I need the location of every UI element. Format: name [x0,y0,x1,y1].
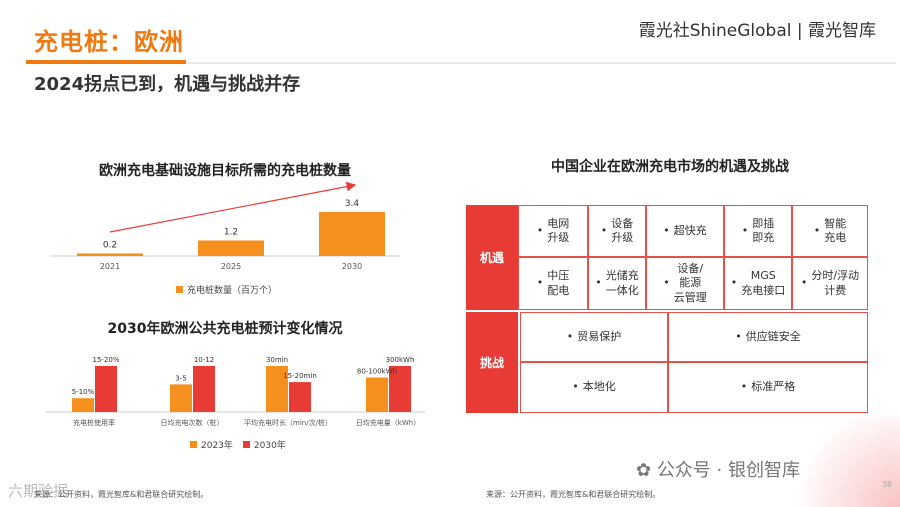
title-divider [26,62,896,64]
chart1-title: 欧洲充电基础设施目标所需的充电桩数量 [99,163,351,179]
chart2-bar-2030 [289,382,311,412]
opp-cell: • 分时/浮动 计费 [792,257,868,310]
challenge-category: 挑战 [466,312,518,413]
opp-cell: • 电网 升级 [518,205,588,257]
challenge-cell: • 本地化 [520,362,668,413]
chart2-label-2030: 300kWh [386,356,415,364]
chart1-category-label: 2025 [221,262,241,271]
chart2-label-2030: 15-20min [283,372,317,380]
chart1-bar [319,212,385,256]
opportunity-title: 中国企业在欧洲充电市场的机遇及挑战 [551,159,789,175]
chart1-bar [198,240,264,256]
chart2-bar-2030 [193,366,215,412]
opp-cell: • 中压 配电 [518,257,588,310]
opp-cell: • 光储充 一体化 [588,257,646,310]
opp-cell: • 设备/ 能源 云管理 [646,257,724,310]
chart1-legend-swatch [176,286,183,293]
chart2-legend-label-2030: 2030年 [253,441,286,451]
page-title: 充电桩：欧洲 [34,28,184,56]
corner-decoration [780,417,900,507]
chart2-svg: 5-10% 15-20% 充电桩使用率 3-5 10-12 日均充电次数（桩） 30min 1… [45,356,425,427]
chart1-legend-label: 充电桩数量（百万个） [187,286,278,296]
chart1-svg: 0.2 2021 1.2 2025 3.4 2030 [50,181,400,271]
chart1-bar [77,253,143,256]
chart1-legend: 充电桩数量（百万个） [176,283,277,296]
opportunity-category: 机遇 [466,205,518,310]
chart1-trend-arrow [109,181,357,233]
opp-cell: • 设备 升级 [588,205,646,257]
opp-cell: • 即插 即充 [724,205,792,257]
watermark: ✿ 公众号 · 银创智库 [636,460,800,481]
opportunity-table: 机遇 挑战 • 电网 升级 • 设备 升级 • 超快充 • 即插 即充 • 智能 充电 •… [466,205,868,413]
chart2-category-label: 充电桩使用率 [73,418,115,427]
opp-cell: • MGS 充电接口 [724,257,792,310]
source-note-left: 来源：公开资料，霞光智库&和君联合研究绘制。 [34,490,209,499]
chart2-label-2023: 80-100kWh [357,368,397,376]
chart2-category-label: 日均充电次数（桩） [161,418,224,427]
chart2-category-label: 日均充电量（kWh） [356,418,420,427]
chart2-bar-2023 [170,384,192,412]
chart2-legend-swatch-2030 [242,441,250,448]
chart1-value-label: 0.2 [103,240,117,250]
chart1-category-label: 2021 [100,262,120,271]
challenge-cell: • 标准严格 [668,362,868,413]
chart2-legend-swatch-2023 [190,441,197,448]
chart2-category-label: 平均充电时长（min/次/桩） [244,418,332,427]
chart2-label-2030: 10-12 [194,356,214,364]
chart2-legend-label-2023: 2023年 [201,441,233,451]
page-subtitle: 2024拐点已到，机遇与挑战并存 [34,74,301,95]
chart1-value-label: 1.2 [224,227,238,237]
chart2-label-2023: 30min [266,356,288,364]
chart1-category-label: 2030 [342,262,362,271]
chart2-title: 2030年欧洲公共充电桩预计变化情况 [107,321,343,337]
chart2-bar-2030 [389,366,411,412]
brand-logo-text: 霞光社ShineGlobal | 霞光智库 [638,21,876,41]
chart2-legend: 2023年 2030年 [190,438,286,451]
chart2-bar-2023 [366,377,388,412]
challenge-cell: • 贸易保护 [520,312,668,362]
chart2-bar-2023 [72,398,94,412]
chart2-bar-2023 [266,366,288,412]
page-number: 38 [881,480,892,489]
wechat-icon: ✿ [636,460,657,481]
opp-cell: • 超快充 [646,205,724,257]
chart1-value-label: 3.4 [345,199,360,209]
challenge-cell: • 供应链安全 [668,312,868,362]
chart2-label-2023: 5-10% [72,388,95,396]
title-accent-bar [26,60,186,64]
source-note-right: 来源：公开资料，霞光智库&和君联合研究绘制。 [486,490,661,499]
chart2-label-2023: 3-5 [175,374,186,382]
watermark-left: 六期验据 [8,482,69,500]
chart2-bar-2030 [95,366,117,412]
chart2-label-2030: 15-20% [93,356,120,364]
opp-cell: • 智能 充电 [792,205,868,257]
